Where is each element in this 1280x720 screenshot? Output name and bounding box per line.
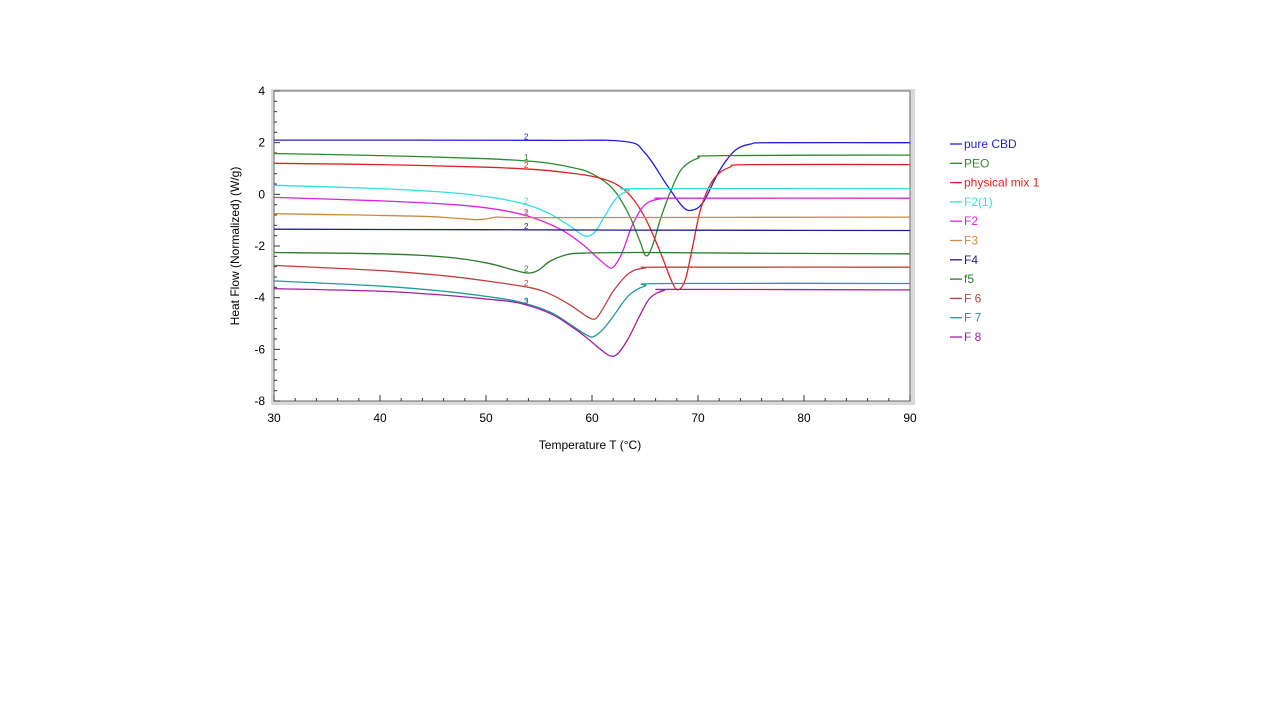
y-tick-label: -6 — [254, 342, 265, 356]
y-axis-title: Heat Flow (Normalized) (W/g) — [228, 167, 242, 326]
curve-marker-f2: 2 — [524, 208, 529, 217]
x-tick-label: 80 — [797, 411, 811, 425]
legend-label-f-8: F 8 — [964, 330, 982, 344]
x-axis-title: Temperature T (°C) — [539, 438, 641, 452]
series-layer — [273, 139, 911, 357]
legend-label-f-6: F 6 — [964, 291, 982, 305]
curve-marker-f-8: 2 — [524, 298, 529, 307]
y-axis-ticks: 4 2 0 -2 -4 -6 -8 — [254, 84, 280, 408]
series-line-f-8 — [273, 287, 911, 357]
curve-marker-f-7: 3 — [524, 296, 529, 305]
x-tick-label: 60 — [585, 411, 599, 425]
x-tick-label: 50 — [479, 411, 493, 425]
curve-marker-f3: 2 — [524, 210, 529, 219]
legend-label-physical-mix-1: physical mix 1 — [964, 176, 1040, 190]
legend-label-f2-1: F2(1) — [964, 195, 993, 209]
series-line-pure-cbd — [273, 139, 911, 212]
legend-label-f3: F3 — [964, 234, 978, 248]
curve-marker-pure-cbd: 2 — [524, 132, 529, 141]
series-line-f-6 — [273, 264, 911, 320]
legend-label-f2: F2 — [964, 214, 978, 228]
series-line-f3 — [273, 213, 911, 221]
y-tick-label: 0 — [258, 187, 265, 201]
series-line-physical-mix-1 — [273, 162, 911, 291]
series-line-f2 — [273, 196, 911, 270]
legend-label-f4: F4 — [964, 253, 978, 267]
legend-label-peo: PEO — [964, 156, 989, 170]
legend: pure CBD PEO physical mix 1 F2(1) F2 F3 F4 f5 F … — [950, 137, 1040, 344]
legend-label-f5: f5 — [964, 272, 974, 286]
curve-marker-f4: 2 — [524, 222, 529, 231]
series-line-f-7 — [273, 280, 911, 338]
x-tick-label: 30 — [267, 411, 281, 425]
y-tick-label: 4 — [258, 84, 265, 98]
y-tick-label: -4 — [254, 291, 265, 305]
x-tick-label: 40 — [373, 411, 387, 425]
legend-label-f-7: F 7 — [964, 311, 982, 325]
x-axis-ticks: 30 40 50 60 70 80 90 — [267, 395, 917, 425]
x-tick-label: 70 — [691, 411, 705, 425]
series-line-f5 — [273, 251, 911, 274]
y-tick-label: 2 — [258, 136, 265, 150]
curve-marker-f5: 2 — [524, 265, 529, 274]
plot-area — [273, 90, 911, 402]
series-line-f2-1 — [273, 184, 911, 237]
curve-marker-physical-mix-1: 2 — [524, 161, 529, 170]
legend-label-pure-cbd: pure CBD — [964, 137, 1017, 151]
curve-marker-f2-1: 2 — [524, 197, 529, 206]
series-line-f4 — [273, 228, 911, 232]
x-tick-label: 90 — [903, 411, 917, 425]
y-tick-label: -2 — [254, 239, 265, 253]
series-line-peo — [273, 152, 911, 257]
y-tick-label: -8 — [254, 394, 265, 408]
curve-marker-peo: 1 — [524, 153, 529, 162]
curve-marker-f-6: 2 — [524, 279, 529, 288]
